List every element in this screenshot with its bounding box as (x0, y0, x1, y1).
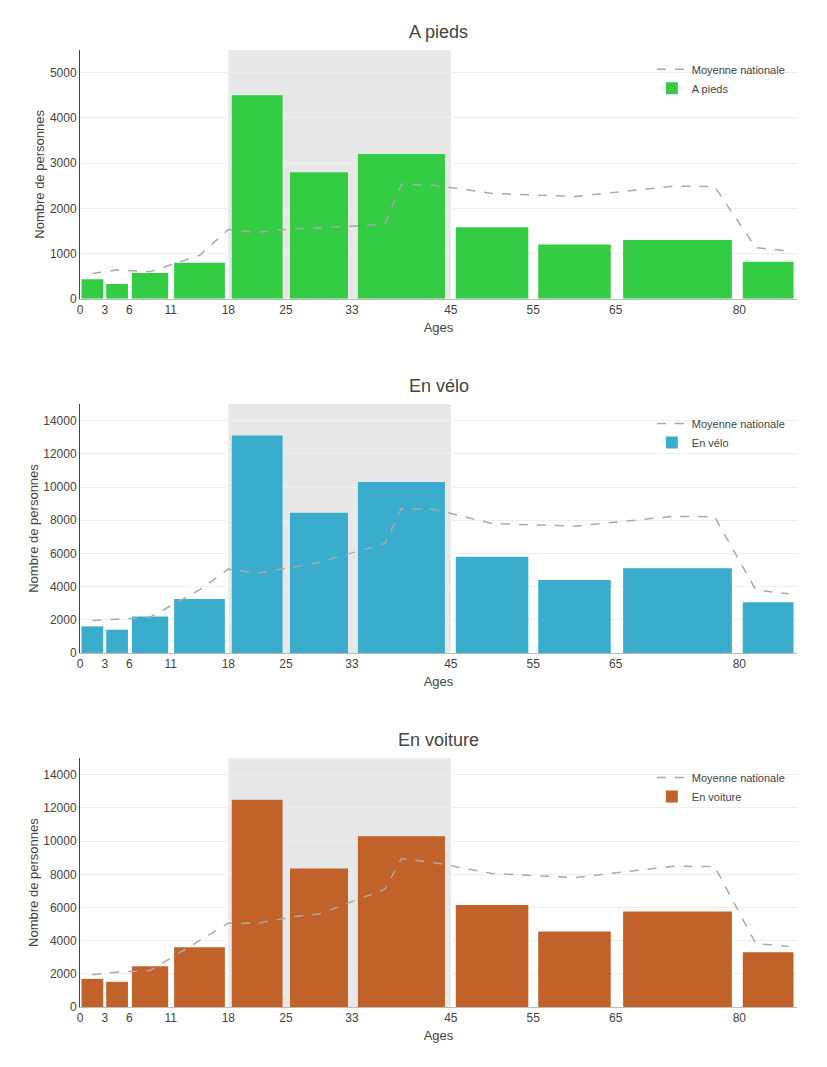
svg-text:0: 0 (70, 292, 77, 306)
svg-text:0: 0 (77, 1011, 84, 1025)
svg-text:Nombre de personnes: Nombre de personnes (26, 464, 41, 593)
svg-text:Nombre de personnes: Nombre de personnes (32, 110, 47, 239)
svg-text:En vélo: En vélo (409, 376, 469, 396)
svg-text:33: 33 (345, 303, 359, 317)
svg-text:A pieds: A pieds (409, 22, 468, 42)
svg-text:Moyenne nationale: Moyenne nationale (692, 772, 785, 784)
svg-text:6: 6 (126, 1011, 133, 1025)
svg-text:A pieds: A pieds (692, 83, 729, 95)
svg-text:0: 0 (70, 1000, 77, 1014)
svg-text:18: 18 (222, 303, 236, 317)
svg-text:En vélo: En vélo (692, 437, 729, 449)
svg-text:10000: 10000 (43, 834, 77, 848)
svg-text:5000: 5000 (50, 66, 77, 80)
svg-text:18: 18 (222, 657, 236, 671)
svg-text:65: 65 (609, 303, 623, 317)
svg-text:Moyenne nationale: Moyenne nationale (692, 418, 785, 430)
svg-text:11: 11 (164, 303, 177, 317)
svg-text:4000: 4000 (50, 580, 77, 594)
svg-text:En voiture: En voiture (692, 791, 742, 803)
svg-text:33: 33 (345, 657, 359, 671)
svg-text:6000: 6000 (50, 547, 77, 561)
svg-text:11: 11 (164, 1011, 177, 1025)
svg-text:0: 0 (70, 646, 77, 660)
svg-text:Moyenne nationale: Moyenne nationale (692, 64, 785, 76)
svg-text:6: 6 (126, 657, 133, 671)
svg-text:65: 65 (609, 1011, 623, 1025)
svg-text:33: 33 (345, 1011, 359, 1025)
svg-text:65: 65 (609, 657, 623, 671)
svg-text:Ages: Ages (424, 320, 454, 335)
svg-text:3: 3 (101, 303, 108, 317)
svg-text:80: 80 (733, 303, 747, 317)
svg-text:25: 25 (279, 303, 293, 317)
svg-text:Ages: Ages (424, 674, 454, 689)
svg-text:4000: 4000 (50, 111, 77, 125)
svg-text:3: 3 (101, 657, 108, 671)
svg-text:55: 55 (527, 657, 541, 671)
svg-text:55: 55 (527, 1011, 541, 1025)
svg-text:2000: 2000 (50, 202, 77, 216)
svg-text:2000: 2000 (50, 613, 77, 627)
svg-text:1000: 1000 (50, 247, 77, 261)
svg-text:Nombre de personnes: Nombre de personnes (26, 818, 41, 947)
svg-text:12000: 12000 (43, 447, 77, 461)
svg-text:45: 45 (444, 657, 458, 671)
svg-text:3: 3 (101, 1011, 108, 1025)
svg-text:80: 80 (733, 657, 747, 671)
svg-text:6000: 6000 (50, 901, 77, 915)
svg-text:10000: 10000 (43, 480, 77, 494)
svg-text:45: 45 (444, 303, 458, 317)
svg-text:8000: 8000 (50, 868, 77, 882)
svg-text:18: 18 (222, 1011, 236, 1025)
svg-text:12000: 12000 (43, 801, 77, 815)
svg-text:2000: 2000 (50, 967, 77, 981)
svg-text:11: 11 (164, 657, 177, 671)
svg-text:80: 80 (733, 1011, 747, 1025)
svg-text:55: 55 (527, 303, 541, 317)
svg-text:14000: 14000 (43, 768, 77, 782)
svg-text:4000: 4000 (50, 934, 77, 948)
svg-text:25: 25 (279, 657, 293, 671)
svg-text:0: 0 (77, 303, 84, 317)
svg-text:En voiture: En voiture (398, 730, 479, 750)
svg-text:6: 6 (126, 303, 133, 317)
svg-text:14000: 14000 (43, 414, 77, 428)
svg-text:0: 0 (77, 657, 84, 671)
svg-text:Ages: Ages (424, 1028, 454, 1043)
svg-text:8000: 8000 (50, 513, 77, 527)
svg-text:45: 45 (444, 1011, 458, 1025)
svg-text:25: 25 (279, 1011, 293, 1025)
svg-text:3000: 3000 (50, 156, 77, 170)
